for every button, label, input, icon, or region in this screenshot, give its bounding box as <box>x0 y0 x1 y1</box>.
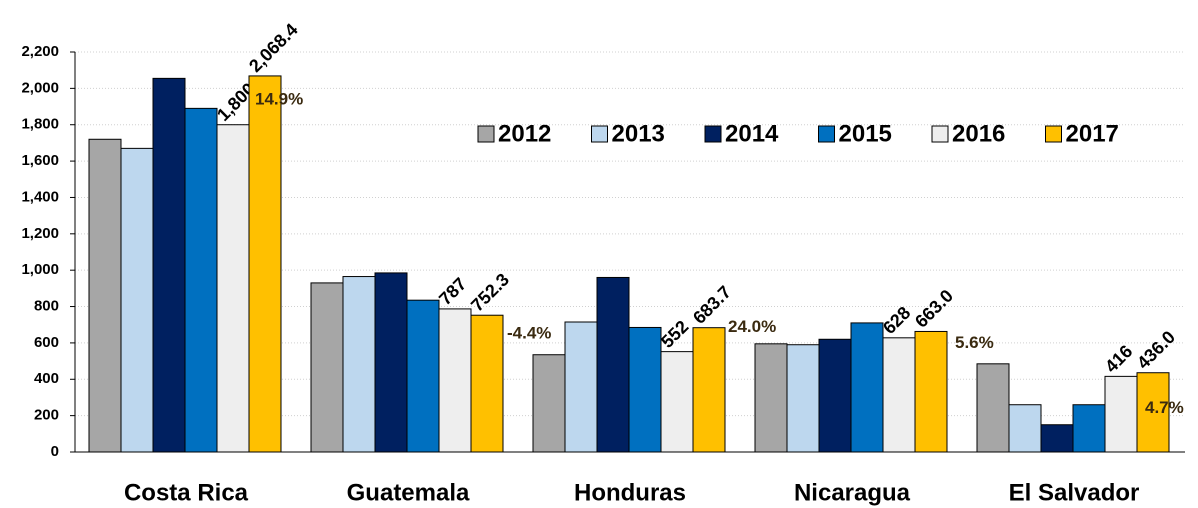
x-tick-label: El Salvador <box>1009 479 1140 506</box>
x-tick-label: Costa Rica <box>124 479 249 506</box>
bar <box>564 321 598 453</box>
y-tick-label: 400 <box>34 370 59 387</box>
legend-label: 2015 <box>839 120 892 147</box>
data-label: 2,068.4 <box>245 20 302 77</box>
bar <box>342 276 376 453</box>
y-tick-label: 1,000 <box>21 261 59 278</box>
bar <box>438 308 472 453</box>
growth-label: 5.6% <box>955 333 994 352</box>
y-tick-label: 2,200 <box>21 43 59 60</box>
legend-swatch <box>704 125 722 143</box>
growth-label: 24.0% <box>728 317 776 336</box>
legend-swatch <box>591 125 608 143</box>
bar <box>1008 404 1042 453</box>
bar <box>1072 404 1106 453</box>
legend-label: 2017 <box>1066 120 1119 147</box>
y-tick-label: 1,200 <box>21 225 59 242</box>
legend-swatch <box>931 125 949 143</box>
growth-label: 4.7% <box>1145 398 1184 417</box>
growth-label: 14.9% <box>255 89 303 108</box>
data-label: 752.3 <box>467 269 513 315</box>
bar <box>786 344 820 453</box>
data-label: 436.0 <box>1133 327 1179 373</box>
legend-swatch <box>818 125 835 143</box>
bar <box>152 77 186 453</box>
legend-swatch <box>1045 125 1062 143</box>
legend-label: 2013 <box>612 120 665 147</box>
data-label: 416 <box>1101 341 1136 376</box>
data-label: 628 <box>879 303 914 338</box>
bar <box>628 326 662 453</box>
bar <box>692 327 726 453</box>
x-tick-label: Guatemala <box>347 479 470 506</box>
bar <box>88 138 122 453</box>
y-tick-label: 1,800 <box>21 116 59 133</box>
y-tick-label: 200 <box>34 407 59 424</box>
y-tick-label: 1,600 <box>21 152 59 169</box>
y-tick-label: 600 <box>34 334 59 351</box>
bar <box>882 337 916 453</box>
data-label: 663.0 <box>911 286 957 332</box>
x-tick-label: Honduras <box>574 479 686 506</box>
legend-label: 2014 <box>725 120 779 147</box>
bar <box>406 299 440 453</box>
bar <box>470 314 504 453</box>
bar <box>216 124 250 453</box>
bar <box>184 107 218 453</box>
bar <box>1136 372 1170 453</box>
bar <box>596 276 630 453</box>
y-tick-label: 0 <box>51 443 59 460</box>
bar <box>976 363 1010 453</box>
y-tick-label: 1,400 <box>21 188 59 205</box>
bar <box>850 322 884 453</box>
bar <box>1104 375 1138 453</box>
growth-label: -4.4% <box>507 324 551 343</box>
data-label: 787 <box>435 274 470 309</box>
y-tick-label: 800 <box>34 298 59 315</box>
data-label: 552 <box>657 316 692 351</box>
bar <box>374 272 408 453</box>
bar <box>310 282 344 453</box>
bar <box>660 351 694 453</box>
bar <box>532 354 566 453</box>
bar <box>818 338 852 453</box>
legend-swatch <box>477 125 495 143</box>
legend-label: 2016 <box>952 120 1005 147</box>
bar <box>120 147 154 453</box>
bar <box>914 330 948 453</box>
bar <box>1040 424 1074 453</box>
y-tick-label: 2,000 <box>21 79 59 96</box>
bar <box>754 343 788 453</box>
x-tick-label: Nicaragua <box>794 479 911 506</box>
bar <box>248 75 282 453</box>
legend-label: 2012 <box>498 120 551 147</box>
